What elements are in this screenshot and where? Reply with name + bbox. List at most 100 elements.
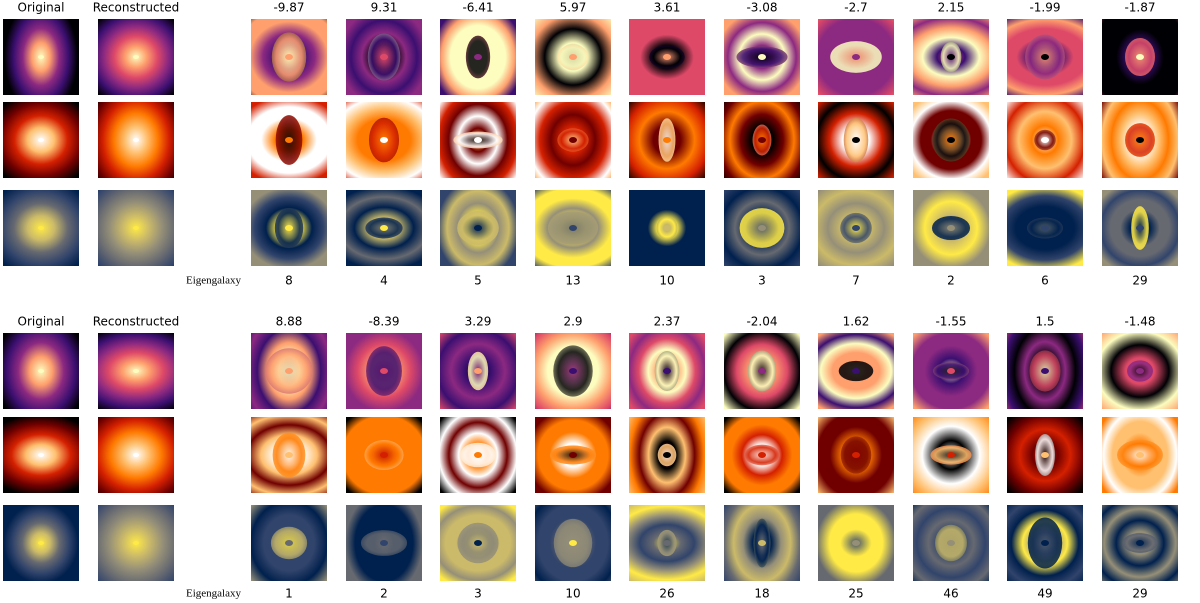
eigengalaxy-image [1102,190,1178,266]
image-center [663,225,671,231]
eigengalaxy-number: 2 [380,587,388,601]
original-image [3,505,79,581]
image-center [663,368,671,374]
eigengalaxy-image [724,333,800,409]
eigengalaxy-image [1007,417,1083,493]
eigengalaxy-image [818,417,894,493]
eigengalaxy-image [629,19,705,95]
eigengalaxy-number: 25 [848,587,863,601]
image-center [663,452,671,458]
eigengalaxy-image [1007,102,1083,178]
image-center [947,452,955,458]
original-image [3,190,79,266]
image-center [569,137,577,143]
image-center [1041,225,1049,231]
eigengalaxy-number: 2 [947,274,955,288]
image-center [474,225,482,231]
coefficient: 2.15 [938,1,965,15]
image-center [758,225,766,231]
eigengalaxy-image [629,333,705,409]
image-center [758,452,766,458]
coefficient: -1.48 [1124,315,1155,329]
coefficient: 2.9 [563,315,582,329]
eigengalaxy-image [535,102,611,178]
eigengalaxy-image [818,190,894,266]
coefficient: -8.39 [368,315,399,329]
eigengalaxy-image [1102,19,1178,95]
eigengalaxy-image [913,19,989,95]
image-center [947,540,955,546]
image-center [133,369,139,373]
image-center [133,55,139,59]
eigengalaxy-image [346,505,422,581]
eigengalaxy-number: 29 [1132,587,1147,601]
image-center [1136,137,1144,143]
image-center [758,540,766,546]
eigengalaxy-image [535,19,611,95]
image-center [1041,452,1049,458]
eigengalaxy-image [629,505,705,581]
reconstructed-label: Reconstructed [93,1,180,15]
eigengalaxy-image [535,190,611,266]
image-center [1136,54,1144,60]
coefficient: -3.08 [746,1,777,15]
image-center [474,452,482,458]
eigengalaxy-image [346,102,422,178]
coefficient: -6.41 [462,1,493,15]
eigengalaxy-image [724,19,800,95]
image-center [133,138,139,142]
reconstructed-image [98,505,174,581]
reconstructed-image [98,190,174,266]
image-center [38,138,44,142]
eigengalaxy-image [913,190,989,266]
image-center [852,540,860,546]
reconstructed-image [98,333,174,409]
image-center [1041,368,1049,374]
image-center [285,452,293,458]
coefficient: 1.5 [1035,315,1054,329]
eigengalaxy-image [251,19,327,95]
eigengalaxy-image [440,19,516,95]
coefficient: -1.99 [1029,1,1060,15]
eigengalaxy-image [535,333,611,409]
image-center [38,369,44,373]
image-center [380,54,388,60]
eigengalaxy-image [913,505,989,581]
image-center [852,54,860,60]
eigengalaxy-number: 10 [659,274,674,288]
coefficient: 3.29 [465,315,492,329]
image-center [1136,452,1144,458]
image-center [569,368,577,374]
image-center [285,54,293,60]
image-center [947,368,955,374]
eigengalaxy-image [251,505,327,581]
eigengalaxy-image [251,102,327,178]
image-center [474,54,482,60]
eigengalaxy-number: 46 [943,587,958,601]
eigengalaxy-number: 49 [1037,587,1052,601]
reconstructed-label: Reconstructed [93,315,180,329]
image-center [474,540,482,546]
eigengalaxy-image [724,190,800,266]
image-center [852,225,860,231]
image-center [133,453,139,457]
eigengalaxy-number: 26 [659,587,674,601]
eigengalaxy-number: 3 [474,587,482,601]
eigengalaxy-number: 5 [474,274,482,288]
eigengalaxy-image [346,417,422,493]
image-center [285,137,293,143]
image-center [474,368,482,374]
eigengalaxy-image [724,102,800,178]
eigengalaxy-number: 7 [852,274,860,288]
image-center [380,137,388,143]
image-center [663,54,671,60]
image-center [38,453,44,457]
coefficient: 3.61 [654,1,681,15]
eigengalaxy-number: 13 [565,274,580,288]
eigengalaxy-image [629,102,705,178]
image-center [947,137,955,143]
coefficient: -9.87 [273,1,304,15]
original-image [3,333,79,409]
eigengalaxy-image [629,417,705,493]
